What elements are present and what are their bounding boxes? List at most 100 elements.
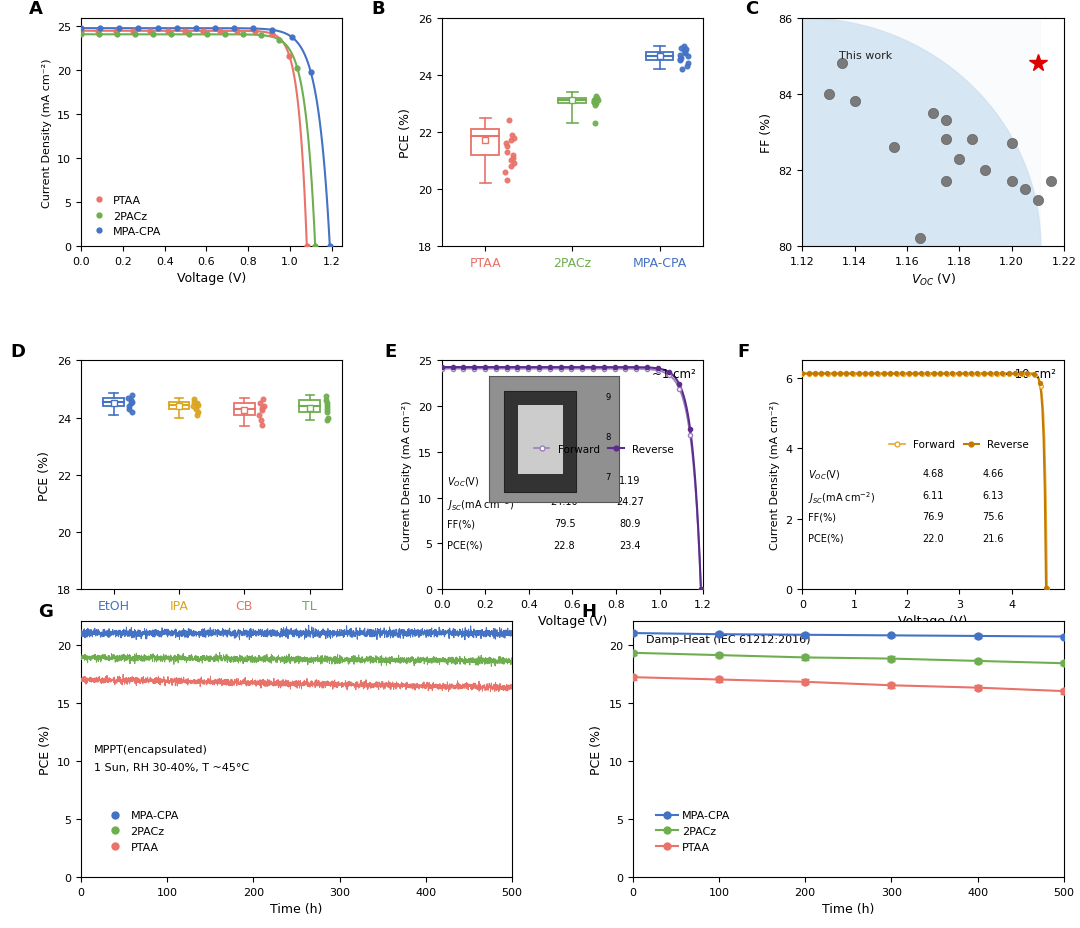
Text: $J_{SC}$(mA cm$^{-2}$): $J_{SC}$(mA cm$^{-2}$) (447, 496, 514, 512)
Point (585, 96, 603, 110)
Point (937, 133, 955, 148)
Point (672, 54, 689, 69)
2PACz (183, 30, 195, 41)
PTAA (283, 51, 296, 62)
Point (678, 43, 696, 58)
PTAA (231, 26, 244, 37)
Point (676, 45, 693, 60)
Text: C: C (745, 0, 758, 18)
Point (319, 402, 336, 417)
MPA-CPA (247, 24, 260, 35)
Text: G: G (38, 602, 53, 621)
Bar (234, 404, 255, 415)
Point (504, 151, 522, 166)
Point (252, 396, 269, 411)
PTAA (126, 26, 139, 37)
Text: 79.5: 79.5 (554, 519, 576, 529)
Bar (471, 130, 499, 156)
Point (188, 396, 205, 411)
Text: Damp-Heat (IEC 61212:2016): Damp-Heat (IEC 61212:2016) (646, 635, 810, 645)
Point (497, 165, 514, 180)
Text: This work: This work (839, 50, 892, 60)
Point (498, 146, 515, 161)
Point (186, 393, 203, 407)
Point (676, 46, 693, 61)
Point (185, 399, 202, 414)
Text: A: A (29, 0, 42, 18)
Text: 6.11: 6.11 (922, 490, 944, 500)
2PACz (255, 31, 268, 42)
Point (500, 114, 517, 129)
Point (253, 404, 270, 419)
2PACz (237, 30, 249, 41)
Line: 2PACz: 2PACz (79, 32, 318, 249)
Text: PCE(%): PCE(%) (808, 534, 843, 543)
Text: 76.9: 76.9 (922, 511, 944, 522)
Text: 24.27: 24.27 (616, 496, 644, 507)
PTAA (75, 26, 87, 37)
Text: 1.19: 1.19 (619, 475, 640, 485)
Point (121, 399, 138, 414)
Point (123, 405, 140, 419)
Point (585, 96, 603, 110)
Bar (558, 98, 586, 104)
Point (254, 418, 271, 432)
Point (505, 131, 523, 146)
2PACz (75, 30, 87, 41)
Point (675, 40, 692, 55)
Point (679, 50, 697, 65)
Line: PTAA: PTAA (79, 30, 309, 249)
Text: 4.68: 4.68 (922, 469, 944, 478)
Point (319, 396, 336, 411)
Text: ~1 cm²: ~1 cm² (651, 367, 696, 380)
Text: ~ 10 cm²: ~ 10 cm² (1001, 367, 1056, 380)
Point (1003, 136, 1021, 151)
2PACz (291, 63, 303, 74)
Point (963, 133, 981, 148)
MPA-CPA (151, 23, 164, 34)
Point (833, 57, 850, 71)
MPA-CPA (171, 23, 184, 34)
Point (503, 128, 521, 143)
Point (589, 94, 606, 109)
Point (123, 393, 140, 408)
Point (673, 51, 690, 66)
Y-axis label: PCE (%): PCE (%) (400, 108, 413, 158)
PTAA (144, 26, 157, 37)
Y-axis label: Current Density (mA cm⁻²): Current Density (mA cm⁻²) (770, 401, 780, 549)
Point (254, 393, 271, 407)
Text: PCE(%): PCE(%) (447, 540, 483, 550)
Point (586, 93, 604, 108)
Text: 22.8: 22.8 (554, 540, 576, 550)
Point (189, 405, 206, 419)
Text: 4.66: 4.66 (983, 469, 1004, 478)
Text: B: B (372, 0, 384, 18)
MPA-CPA (323, 241, 336, 252)
Text: 22.0: 22.0 (922, 534, 944, 543)
X-axis label: Voltage (V): Voltage (V) (538, 614, 607, 627)
MPA-CPA (112, 23, 125, 34)
X-axis label: Time (h): Time (h) (822, 902, 875, 915)
Point (502, 154, 519, 169)
Point (503, 160, 521, 174)
Point (498, 139, 515, 154)
Point (672, 53, 689, 68)
Point (123, 388, 140, 403)
Text: FF(%): FF(%) (808, 511, 836, 522)
Point (123, 395, 140, 410)
Point (675, 44, 692, 58)
Y-axis label: Current Density (mA cm⁻²): Current Density (mA cm⁻²) (403, 401, 413, 549)
Legend: MPA-CPA, 2PACz, PTAA: MPA-CPA, 2PACz, PTAA (99, 806, 184, 857)
Text: $V_{OC}$(V): $V_{OC}$(V) (447, 475, 480, 489)
Point (678, 59, 696, 74)
Text: 1.19: 1.19 (554, 475, 576, 485)
Bar (299, 401, 320, 412)
Text: MPPT(encapsulated): MPPT(encapsulated) (94, 744, 207, 754)
Point (1016, 182, 1034, 197)
Point (586, 98, 604, 113)
Legend: Forward, Reverse: Forward, Reverse (886, 435, 1034, 454)
Text: 23.4: 23.4 (619, 540, 640, 550)
PTAA (92, 26, 105, 37)
Point (320, 410, 337, 425)
2PACz (147, 30, 160, 41)
